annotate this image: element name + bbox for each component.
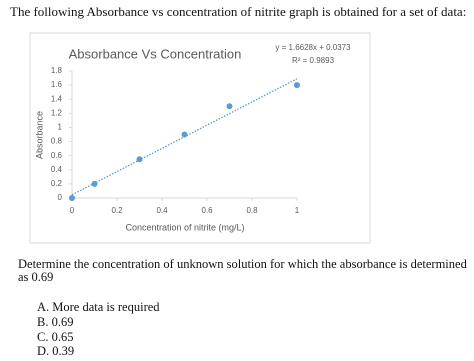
- point: [91, 180, 98, 187]
- x-axis-label: Concentration of nitrite (mg/L): [125, 222, 244, 232]
- y-tick-label: 1.2: [51, 108, 63, 117]
- chart-frame: [29, 32, 371, 244]
- x-tick-label: 0.4: [156, 206, 168, 215]
- y-tick-label: 1.6: [51, 80, 63, 89]
- y-tick-label: 0.8: [51, 137, 63, 146]
- chart-title: Absorbance Vs Concentration: [69, 46, 242, 61]
- x-tick-label: 0.8: [246, 206, 258, 215]
- point: [181, 131, 188, 138]
- option[interactable]: A. More data is required: [37, 300, 160, 314]
- option[interactable]: D. 0.39: [37, 344, 75, 358]
- x-tick-label: 0: [70, 206, 75, 215]
- trendline-equation: y = 1.6628x + 0.0373: [275, 43, 351, 52]
- point: [226, 103, 233, 110]
- y-axis-label: Absorbance: [34, 111, 44, 159]
- point: [294, 82, 300, 89]
- y-tick-label: 0.6: [51, 151, 63, 160]
- option[interactable]: C. 0.65: [37, 330, 74, 344]
- question: The following Absorbance vs concentratio…: [10, 4, 467, 19]
- y-tick-label: 1: [58, 123, 63, 132]
- y-tick-label: 1.8: [51, 66, 63, 75]
- point: [69, 195, 75, 201]
- trendline-r2: R² = 0.9893: [292, 56, 335, 65]
- y-tick-label: 0.4: [51, 165, 63, 174]
- option[interactable]: B. 0.69: [37, 315, 74, 329]
- x-tick-label: 0.2: [111, 206, 123, 215]
- y-tick-label: 0: [58, 193, 63, 202]
- y-tick-label: 0.2: [51, 179, 63, 188]
- prompt: Determine the concentration of unknown s…: [18, 257, 467, 284]
- y-tick-label: 1.4: [51, 94, 63, 103]
- x-tick-label: 0.6: [201, 206, 213, 215]
- x-tick-label: 1: [295, 206, 300, 215]
- point: [136, 156, 143, 163]
